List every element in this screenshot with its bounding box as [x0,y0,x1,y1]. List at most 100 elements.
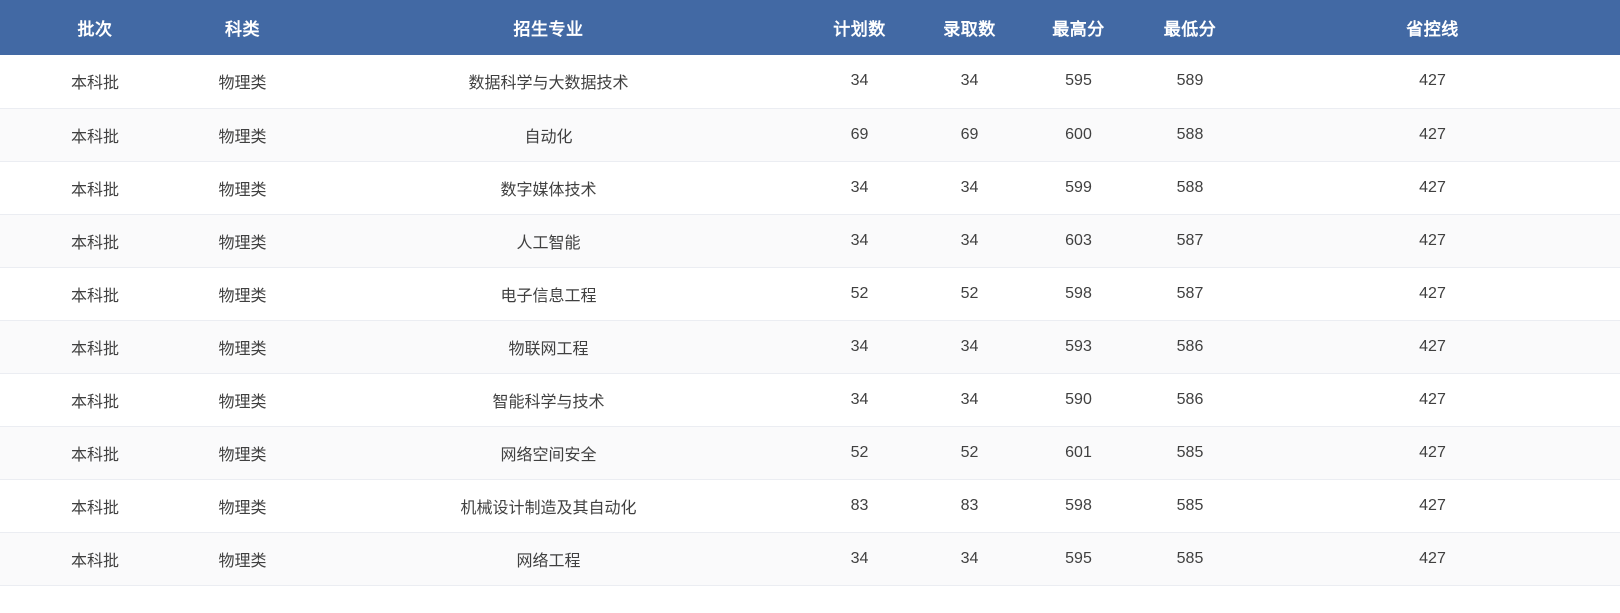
cell-major: 自动化 [295,108,802,162]
cell-admitted: 34 [917,55,1022,109]
cell-plan: 34 [802,55,917,109]
cell-batch: 本科批 [0,55,190,109]
table-row: 本科批 物理类 人工智能 34 34 603 587 427 [0,214,1620,268]
cell-batch: 本科批 [0,108,190,162]
cell-batch: 本科批 [0,267,190,321]
cell-line: 427 [1245,108,1620,162]
cell-line: 427 [1245,532,1620,586]
cell-lowest: 587 [1135,267,1245,321]
cell-plan: 83 [802,479,917,533]
cell-highest: 593 [1022,320,1135,374]
table-header-row: 批次 科类 招生专业 计划数 录取数 最高分 最低分 省控线 [0,0,1620,55]
cell-line: 427 [1245,426,1620,480]
cell-plan: 34 [802,214,917,268]
cell-highest: 590 [1022,373,1135,427]
cell-plan: 34 [802,320,917,374]
cell-lowest: 588 [1135,161,1245,215]
table-row: 本科批 物理类 网络工程 34 34 595 585 427 [0,532,1620,586]
cell-lowest: 585 [1135,426,1245,480]
cell-subject: 物理类 [190,532,295,586]
cell-batch: 本科批 [0,373,190,427]
cell-major: 机械设计制造及其自动化 [295,479,802,533]
cell-major: 人工智能 [295,214,802,268]
cell-plan: 52 [802,267,917,321]
cell-line: 427 [1245,320,1620,374]
column-header-subject: 科类 [225,20,260,39]
cell-major: 数字媒体技术 [295,161,802,215]
cell-admitted: 34 [917,532,1022,586]
cell-subject: 物理类 [190,267,295,321]
cell-line: 427 [1245,214,1620,268]
cell-major: 网络工程 [295,532,802,586]
cell-lowest: 585 [1135,479,1245,533]
table-row: 本科批 物理类 智能科学与技术 34 34 590 586 427 [0,373,1620,427]
cell-major: 数据科学与大数据技术 [295,55,802,109]
cell-admitted: 34 [917,320,1022,374]
table-body: 本科批 物理类 数据科学与大数据技术 34 34 595 589 427 本科批 物理类 自动化 69… [0,55,1620,586]
cell-batch: 本科批 [0,161,190,215]
cell-lowest: 586 [1135,373,1245,427]
column-header-highest: 最高分 [1052,20,1105,39]
cell-subject: 物理类 [190,320,295,374]
column-header-lowest: 最低分 [1163,20,1217,39]
cell-highest: 595 [1022,55,1135,109]
cell-lowest: 586 [1135,320,1245,374]
column-header-batch: 批次 [77,20,113,39]
table-row: 本科批 物理类 自动化 69 69 600 588 427 [0,108,1620,162]
cell-admitted: 83 [917,479,1022,533]
cell-line: 427 [1245,267,1620,321]
cell-admitted: 34 [917,214,1022,268]
cell-highest: 599 [1022,161,1135,215]
cell-lowest: 585 [1135,532,1245,586]
cell-line: 427 [1245,55,1620,109]
cell-highest: 601 [1022,426,1135,480]
cell-batch: 本科批 [0,479,190,533]
cell-subject: 物理类 [190,479,295,533]
cell-subject: 物理类 [190,426,295,480]
cell-plan: 34 [802,373,917,427]
cell-major: 智能科学与技术 [295,373,802,427]
cell-lowest: 589 [1135,55,1245,109]
cell-line: 427 [1245,479,1620,533]
cell-plan: 52 [802,426,917,480]
cell-subject: 物理类 [190,373,295,427]
table-row: 本科批 物理类 网络空间安全 52 52 601 585 427 [0,426,1620,480]
cell-subject: 物理类 [190,214,295,268]
column-header-admitted: 录取数 [943,20,996,39]
cell-admitted: 52 [917,267,1022,321]
cell-batch: 本科批 [0,214,190,268]
cell-subject: 物理类 [190,55,295,109]
cell-plan: 69 [802,108,917,162]
table-row: 本科批 物理类 电子信息工程 52 52 598 587 427 [0,267,1620,321]
cell-subject: 物理类 [190,161,295,215]
column-header-line: 省控线 [1406,20,1459,39]
table-row: 本科批 物理类 物联网工程 34 34 593 586 427 [0,320,1620,374]
cell-plan: 34 [802,532,917,586]
cell-batch: 本科批 [0,320,190,374]
column-header-plan: 计划数 [833,20,886,39]
cell-admitted: 34 [917,161,1022,215]
table-row: 本科批 物理类 数字媒体技术 34 34 599 588 427 [0,161,1620,215]
column-header-major: 招生专业 [513,20,584,39]
cell-batch: 本科批 [0,532,190,586]
cell-major: 物联网工程 [295,320,802,374]
cell-lowest: 588 [1135,108,1245,162]
table-row: 本科批 物理类 数据科学与大数据技术 34 34 595 589 427 [0,55,1620,109]
cell-major: 网络空间安全 [295,426,802,480]
cell-highest: 603 [1022,214,1135,268]
table-header: 批次 科类 招生专业 计划数 录取数 最高分 最低分 省控线 [0,0,1620,55]
cell-subject: 物理类 [190,108,295,162]
cell-admitted: 34 [917,373,1022,427]
cell-admitted: 69 [917,108,1022,162]
cell-admitted: 52 [917,426,1022,480]
cell-batch: 本科批 [0,426,190,480]
table-row: 本科批 物理类 机械设计制造及其自动化 83 83 598 585 427 [0,479,1620,533]
cell-line: 427 [1245,161,1620,215]
cell-lowest: 587 [1135,214,1245,268]
cell-highest: 598 [1022,479,1135,533]
cell-line: 427 [1245,373,1620,427]
cell-plan: 34 [802,161,917,215]
cell-major: 电子信息工程 [295,267,802,321]
cell-highest: 595 [1022,532,1135,586]
cell-highest: 598 [1022,267,1135,321]
